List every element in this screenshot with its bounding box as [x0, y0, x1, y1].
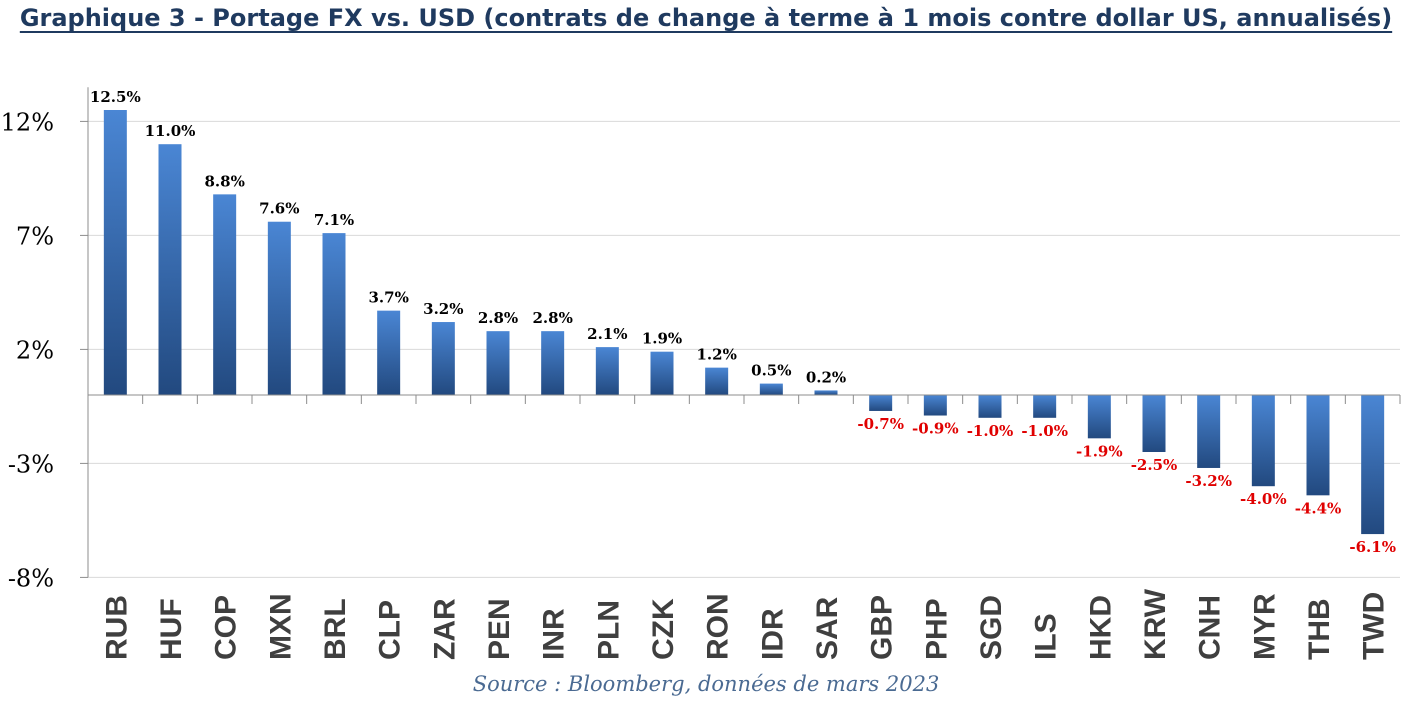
x-tick-label: SAR — [811, 596, 844, 660]
data-label: 2.8% — [532, 309, 572, 327]
data-label: -4.4% — [1295, 499, 1342, 517]
bar-czk — [650, 351, 674, 395]
data-label: 7.1% — [314, 211, 354, 229]
x-tick-label: PLN — [592, 600, 625, 660]
data-label: 7.6% — [259, 200, 299, 218]
data-label: 1.2% — [696, 346, 736, 364]
x-tick-label: HUF — [155, 598, 188, 660]
bar-myr — [1251, 395, 1275, 487]
data-label: 0.5% — [751, 362, 791, 380]
data-label: 8.8% — [204, 172, 244, 190]
x-tick-label: SGD — [975, 595, 1008, 660]
data-label: 2.8% — [478, 309, 518, 327]
data-label: -1.0% — [1021, 422, 1068, 440]
bar-pen — [486, 331, 510, 395]
data-label: -1.9% — [1076, 442, 1123, 460]
x-tick-label: KRW — [1139, 588, 1172, 660]
bar-php — [923, 395, 947, 416]
x-tick-label: GBP — [866, 595, 899, 660]
bar-twd — [1361, 395, 1385, 535]
y-tick-label: -8% — [8, 564, 54, 592]
bar-sar — [814, 390, 838, 395]
bar-idr — [759, 383, 783, 395]
data-label: 0.2% — [806, 368, 846, 386]
bar-zar — [431, 322, 455, 395]
x-tick-label: COP — [210, 595, 243, 660]
bar-thb — [1306, 395, 1330, 496]
x-tick-label: CNH — [1194, 595, 1227, 660]
y-tick-label: 7% — [16, 222, 54, 250]
bar-ils — [1033, 395, 1057, 418]
y-tick-label: -3% — [8, 450, 54, 478]
x-tick-label: RUB — [100, 595, 133, 660]
bar-brl — [322, 233, 346, 395]
x-tick-label: RON — [702, 593, 735, 660]
data-label: -1.0% — [967, 422, 1014, 440]
bar-pln — [595, 347, 619, 395]
bar-cop — [213, 194, 237, 395]
x-tick-label: MXN — [264, 593, 297, 660]
data-label: 3.7% — [368, 289, 408, 307]
x-tick-label: PHP — [920, 598, 953, 660]
data-label: -2.5% — [1131, 456, 1178, 474]
data-label: 1.9% — [642, 330, 682, 348]
bar-hkd — [1087, 395, 1111, 439]
bar-gbp — [869, 395, 893, 411]
bar-rub — [103, 110, 127, 395]
bar-huf — [158, 144, 182, 395]
data-label: -0.7% — [857, 415, 904, 433]
bar-krw — [1142, 395, 1166, 452]
bar-clp — [377, 310, 401, 395]
x-tick-label: HKD — [1084, 595, 1117, 660]
bar-ron — [705, 367, 729, 395]
bar-sgd — [978, 395, 1002, 418]
data-label: -4.0% — [1240, 490, 1287, 508]
x-tick-label: CLP — [374, 600, 407, 660]
data-label: 11.0% — [145, 122, 196, 140]
x-tick-label: TWD — [1358, 592, 1391, 660]
data-label: -3.2% — [1185, 472, 1232, 490]
data-label: 3.2% — [423, 300, 463, 318]
x-tick-label: IDR — [756, 608, 789, 660]
bar-inr — [541, 331, 565, 395]
x-tick-label: INR — [538, 608, 571, 660]
data-label: -0.9% — [912, 420, 959, 438]
data-label: -6.1% — [1349, 538, 1396, 556]
x-tick-label: ZAR — [428, 598, 461, 660]
y-tick-label: 12% — [1, 108, 54, 136]
x-tick-label: ILS — [1030, 613, 1063, 660]
chart-source: Source : Bloomberg, données de mars 2023 — [472, 672, 940, 696]
bar-cnh — [1197, 395, 1221, 468]
y-tick-label: 2% — [16, 336, 54, 364]
data-label: 2.1% — [587, 325, 627, 343]
x-tick-label: THB — [1303, 598, 1336, 660]
x-tick-label: MYR — [1248, 593, 1281, 660]
data-label: 12.5% — [90, 88, 141, 106]
bar-mxn — [267, 221, 291, 395]
x-tick-label: CZK — [647, 598, 680, 660]
x-tick-label: BRL — [319, 598, 352, 660]
chart-title: Graphique 3 - Portage FX vs. USD (contra… — [19, 4, 1393, 32]
x-tick-label: PEN — [483, 598, 516, 660]
